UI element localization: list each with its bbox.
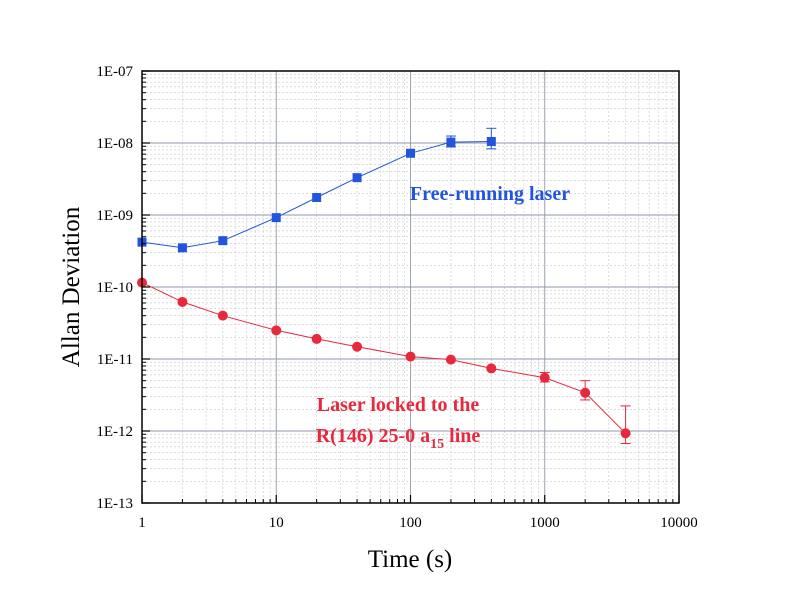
- series-0-point: [406, 148, 415, 158]
- series-1-point: [271, 325, 282, 336]
- locked-annotation-line2: R(146) 25-0 a15 line: [316, 425, 481, 452]
- series-1-point: [620, 428, 631, 439]
- series-0-point: [312, 193, 322, 203]
- y-tick-label: 1E-08: [96, 136, 133, 152]
- y-axis-label: Allan Deviation: [58, 206, 85, 367]
- y-tick-label: 1E-12: [96, 424, 133, 440]
- x-tick-label: 1: [138, 515, 146, 531]
- x-tick-label: 100: [399, 515, 422, 531]
- x-tick-label: 1000: [530, 515, 560, 531]
- series-0-point: [177, 243, 187, 253]
- series-1-point: [217, 310, 228, 321]
- data-series: [137, 127, 631, 445]
- series-1-line: [141, 282, 626, 434]
- series-0-point: [486, 136, 496, 146]
- y-tick-label: 1E-13: [96, 496, 133, 512]
- series-1-point: [445, 354, 456, 365]
- series-0-point: [218, 236, 228, 246]
- y-tick-label: 1E-07: [96, 64, 133, 80]
- x-tick-label: 10: [269, 515, 284, 531]
- x-tick-label: 10000: [660, 515, 698, 531]
- free-running-annotation: Free-running laser: [410, 183, 570, 205]
- locked-annotation-subscript: 15: [430, 437, 444, 452]
- series-1-point: [177, 296, 188, 307]
- series-1-point: [580, 387, 591, 398]
- series-0-point: [352, 173, 362, 183]
- series-0-point: [271, 213, 281, 223]
- y-tick-label: 1E-11: [97, 352, 133, 368]
- series-0-point: [446, 137, 456, 147]
- axis-ticks: 1 10 100 1000 10000 1E-13 1E-12 1E-11 1E-10 1E-09…: [96, 64, 697, 531]
- series-1-point: [311, 333, 322, 344]
- series-1-point: [486, 363, 497, 374]
- y-tick-label: 1E-10: [96, 280, 133, 296]
- x-axis-label: Time (s): [368, 546, 453, 573]
- series-1-point: [352, 341, 363, 352]
- series-1-point: [539, 372, 550, 383]
- series-1-point: [405, 351, 416, 362]
- locked-annotation-line1: Laser locked to the: [317, 394, 480, 416]
- y-tick-label: 1E-09: [96, 208, 133, 224]
